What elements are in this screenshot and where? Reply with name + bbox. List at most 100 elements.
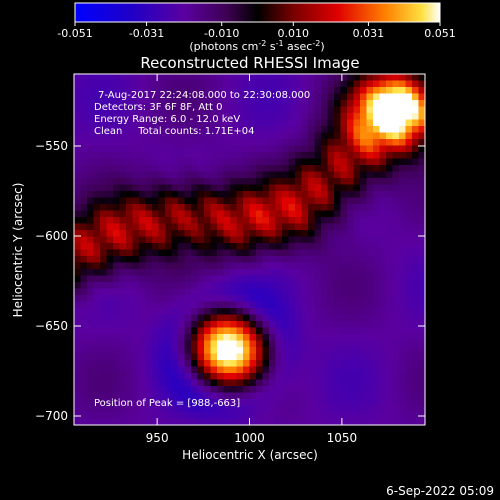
heatmap-cell <box>295 119 303 127</box>
heatmap-cell <box>275 74 283 82</box>
heatmap-cell <box>126 269 134 277</box>
heatmap-cell <box>347 418 355 425</box>
heatmap-cell <box>74 301 82 309</box>
heatmap-cell <box>158 132 166 140</box>
heatmap-cell <box>210 80 218 88</box>
heatmap-cell <box>106 80 114 88</box>
heatmap-cell <box>230 392 238 400</box>
heatmap-cell <box>314 262 322 270</box>
heatmap-cell <box>412 373 420 381</box>
heatmap-cell <box>119 210 127 218</box>
heatmap-cell <box>249 249 257 257</box>
heatmap-cell <box>340 327 348 335</box>
heatmap-cell <box>191 158 199 166</box>
heatmap-cell <box>347 249 355 257</box>
heatmap-cell <box>275 282 283 290</box>
heatmap-cell <box>334 204 342 212</box>
heatmap-cell <box>256 301 264 309</box>
heatmap-cell <box>223 210 231 218</box>
heatmap-cell <box>314 256 322 264</box>
heatmap-cell <box>87 139 95 147</box>
heatmap-cell <box>132 152 140 160</box>
heatmap-cell <box>80 256 88 264</box>
heatmap-cell <box>418 204 425 212</box>
heatmap-cell <box>366 373 374 381</box>
heatmap-cell <box>210 321 218 329</box>
heatmap-cell <box>178 386 186 394</box>
heatmap-cell <box>93 87 101 95</box>
heatmap-cell <box>165 249 173 257</box>
heatmap-cell <box>145 392 153 400</box>
heatmap-cell <box>197 334 205 342</box>
heatmap-cell <box>288 223 296 231</box>
heatmap-cell <box>152 295 160 303</box>
heatmap-cell <box>139 236 147 244</box>
heatmap-cell <box>256 288 264 296</box>
heatmap-cell <box>360 236 368 244</box>
heatmap-cell <box>321 113 329 121</box>
heatmap-cell <box>113 262 121 270</box>
heatmap-cell <box>87 347 95 355</box>
heatmap-cell <box>262 353 270 361</box>
heatmap-cell <box>113 347 121 355</box>
heatmap-cell <box>379 366 387 374</box>
heatmap-cell <box>418 74 425 82</box>
heatmap-cell <box>275 126 283 134</box>
heatmap-cell <box>327 132 335 140</box>
heatmap-cell <box>334 217 342 225</box>
heatmap-cell <box>412 308 420 316</box>
heatmap-cell <box>178 256 186 264</box>
heatmap-cell <box>243 178 251 186</box>
heatmap-cell <box>100 230 108 238</box>
heatmap-cell <box>269 288 277 296</box>
heatmap-cell <box>230 314 238 322</box>
heatmap-cell <box>327 204 335 212</box>
heatmap-cell <box>340 191 348 199</box>
heatmap-cell <box>321 262 329 270</box>
heatmap-cell <box>145 405 153 413</box>
heatmap-cell <box>197 373 205 381</box>
heatmap-cell <box>178 405 186 413</box>
heatmap-cell <box>132 282 140 290</box>
heatmap-cell <box>275 119 283 127</box>
heatmap-cell <box>288 249 296 257</box>
heatmap-cell <box>386 87 394 95</box>
heatmap-cell <box>314 347 322 355</box>
heatmap-cell <box>340 171 348 179</box>
heatmap-cell <box>132 132 140 140</box>
heatmap-cell <box>184 236 192 244</box>
heatmap-cell <box>249 106 257 114</box>
heatmap-cell <box>314 418 322 425</box>
heatmap-cell <box>171 249 179 257</box>
heatmap-cell <box>308 87 316 95</box>
heatmap-cell <box>100 184 108 192</box>
heatmap-cell <box>74 379 82 387</box>
heatmap-cell <box>217 152 225 160</box>
heatmap-cell <box>100 295 108 303</box>
heatmap-cell <box>178 119 186 127</box>
heatmap-cell <box>288 295 296 303</box>
heatmap-cell <box>184 262 192 270</box>
heatmap-cell <box>256 373 264 381</box>
heatmap-cell <box>80 386 88 394</box>
heatmap-cell <box>295 210 303 218</box>
heatmap-cell <box>80 74 88 82</box>
heatmap-cell <box>100 165 108 173</box>
heatmap-cell <box>282 249 290 257</box>
heatmap-cell <box>243 139 251 147</box>
heatmap-cell <box>275 373 283 381</box>
heatmap-cell <box>217 405 225 413</box>
heatmap-cell <box>100 275 108 283</box>
heatmap-cell <box>386 113 394 121</box>
heatmap-cell <box>145 308 153 316</box>
heatmap-cell <box>379 282 387 290</box>
heatmap-cell <box>80 334 88 342</box>
heatmap-cell <box>373 236 381 244</box>
heatmap-cell <box>392 353 400 361</box>
heatmap-cell <box>327 223 335 231</box>
heatmap-cell <box>282 230 290 238</box>
heatmap-cell <box>353 282 361 290</box>
heatmap-cell <box>282 373 290 381</box>
heatmap-cell <box>80 295 88 303</box>
heatmap-cell <box>327 399 335 407</box>
